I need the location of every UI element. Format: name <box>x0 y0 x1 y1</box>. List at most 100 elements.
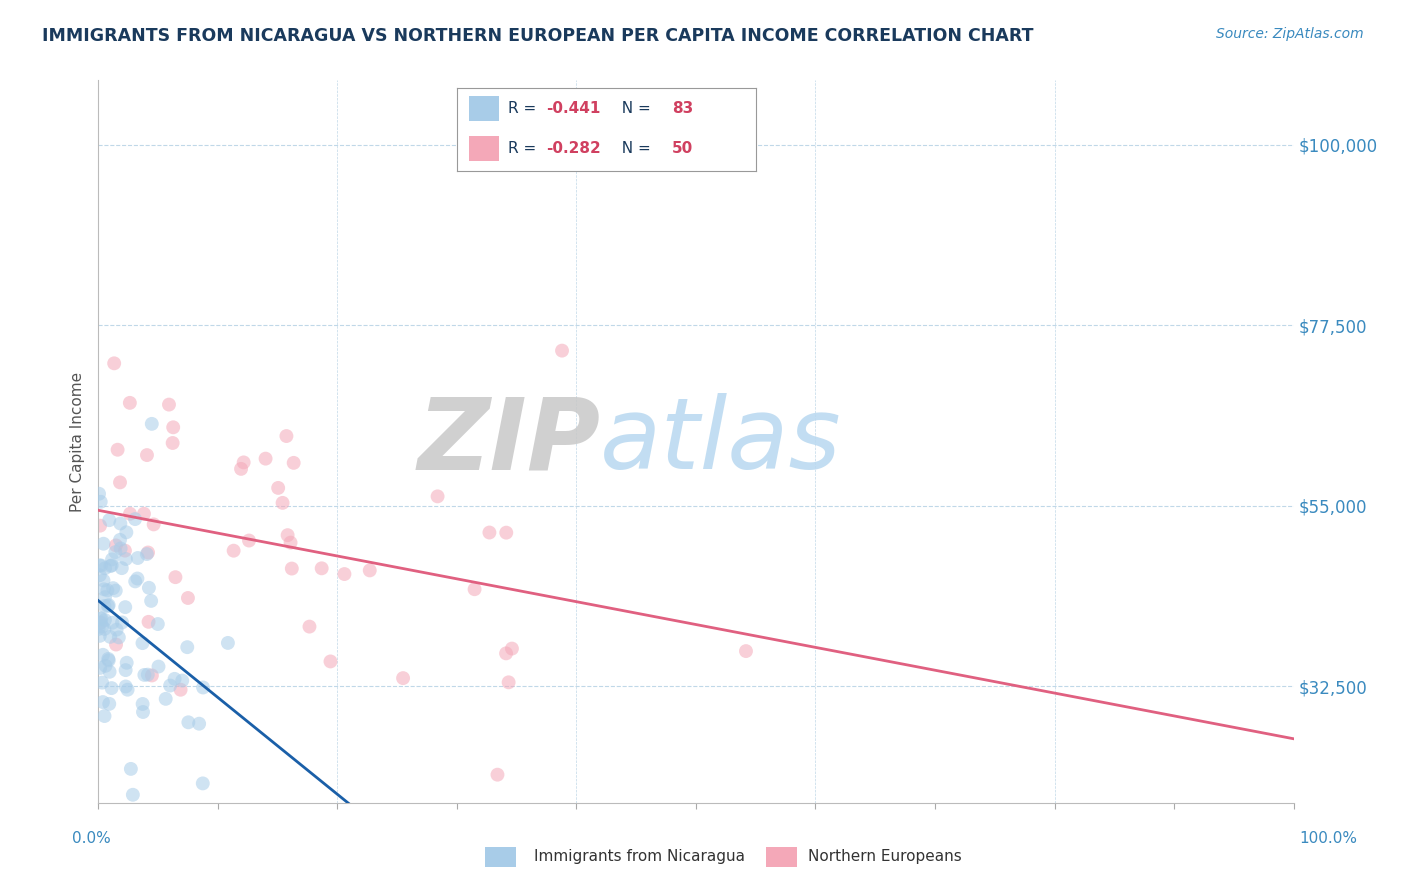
Point <box>159 679 181 693</box>
Point <box>93 622 115 636</box>
Point <box>132 507 155 521</box>
Point <box>98 513 121 527</box>
Point <box>191 681 214 695</box>
Point <box>501 641 523 656</box>
Point <box>172 673 194 688</box>
Point <box>191 776 214 790</box>
Point <box>89 629 111 643</box>
Point <box>136 545 159 559</box>
Point <box>105 623 128 637</box>
Point <box>98 630 121 644</box>
Point <box>91 648 114 662</box>
Point <box>91 695 114 709</box>
Point <box>142 517 165 532</box>
Point <box>93 709 115 723</box>
Point <box>188 716 211 731</box>
Point <box>271 496 294 510</box>
Point <box>90 611 112 625</box>
Point <box>162 436 184 450</box>
Point <box>100 559 122 574</box>
Point <box>87 487 110 501</box>
Point <box>495 525 517 540</box>
Point <box>96 583 118 598</box>
Point <box>169 682 191 697</box>
Point <box>298 619 321 633</box>
Point <box>90 495 112 509</box>
Point <box>94 613 117 627</box>
Point <box>108 475 131 490</box>
Point <box>132 705 155 719</box>
Point <box>131 636 153 650</box>
Point <box>162 420 184 434</box>
Point <box>115 656 138 670</box>
Point <box>114 663 136 677</box>
Point <box>118 396 141 410</box>
Point <box>138 615 160 629</box>
Point <box>98 665 121 679</box>
Point <box>155 691 177 706</box>
Point <box>124 512 146 526</box>
Point <box>110 541 132 556</box>
Point <box>89 661 111 675</box>
Text: ZIP: ZIP <box>418 393 600 490</box>
Point <box>176 640 198 655</box>
Text: 0.0%: 0.0% <box>72 831 111 847</box>
Point <box>108 533 131 547</box>
Point <box>464 582 486 597</box>
Point <box>217 636 239 650</box>
Point <box>101 552 124 566</box>
Point <box>254 451 277 466</box>
Point <box>222 543 245 558</box>
Point <box>108 631 131 645</box>
Point <box>89 558 111 573</box>
Text: atlas: atlas <box>600 393 842 490</box>
Point <box>495 646 517 660</box>
Point <box>114 600 136 615</box>
Point <box>498 675 520 690</box>
Point <box>104 583 127 598</box>
Point <box>115 525 138 540</box>
Point <box>138 581 160 595</box>
Point <box>91 619 114 633</box>
Point <box>101 615 124 630</box>
Point <box>97 652 120 666</box>
Point <box>114 543 136 558</box>
Point <box>90 615 112 630</box>
Point <box>97 653 120 667</box>
Point <box>163 672 186 686</box>
Point <box>232 455 254 469</box>
Point <box>104 545 127 559</box>
Point <box>735 644 758 658</box>
Point <box>114 680 136 694</box>
Point <box>110 516 132 531</box>
Point <box>89 611 111 625</box>
Point <box>136 667 159 681</box>
Point <box>551 343 574 358</box>
Point <box>93 599 115 613</box>
Point <box>392 671 415 685</box>
Point <box>311 561 333 575</box>
Point <box>486 767 509 781</box>
Point <box>141 668 163 682</box>
Point <box>111 561 134 575</box>
Point <box>127 572 149 586</box>
Point <box>359 563 381 577</box>
Point <box>139 594 162 608</box>
Point <box>120 762 142 776</box>
Point <box>98 697 121 711</box>
Point <box>281 561 304 575</box>
Point <box>101 581 124 595</box>
Y-axis label: Per Capita Income: Per Capita Income <box>69 371 84 512</box>
Point <box>134 668 156 682</box>
Point <box>118 507 141 521</box>
Point <box>89 568 111 582</box>
Point <box>135 547 157 561</box>
Point <box>333 567 356 582</box>
Point <box>127 551 149 566</box>
Point <box>94 590 117 604</box>
Point <box>121 788 143 802</box>
Point <box>94 561 117 575</box>
Text: 100.0%: 100.0% <box>1299 831 1358 847</box>
Point <box>93 574 115 588</box>
Point <box>148 659 170 673</box>
